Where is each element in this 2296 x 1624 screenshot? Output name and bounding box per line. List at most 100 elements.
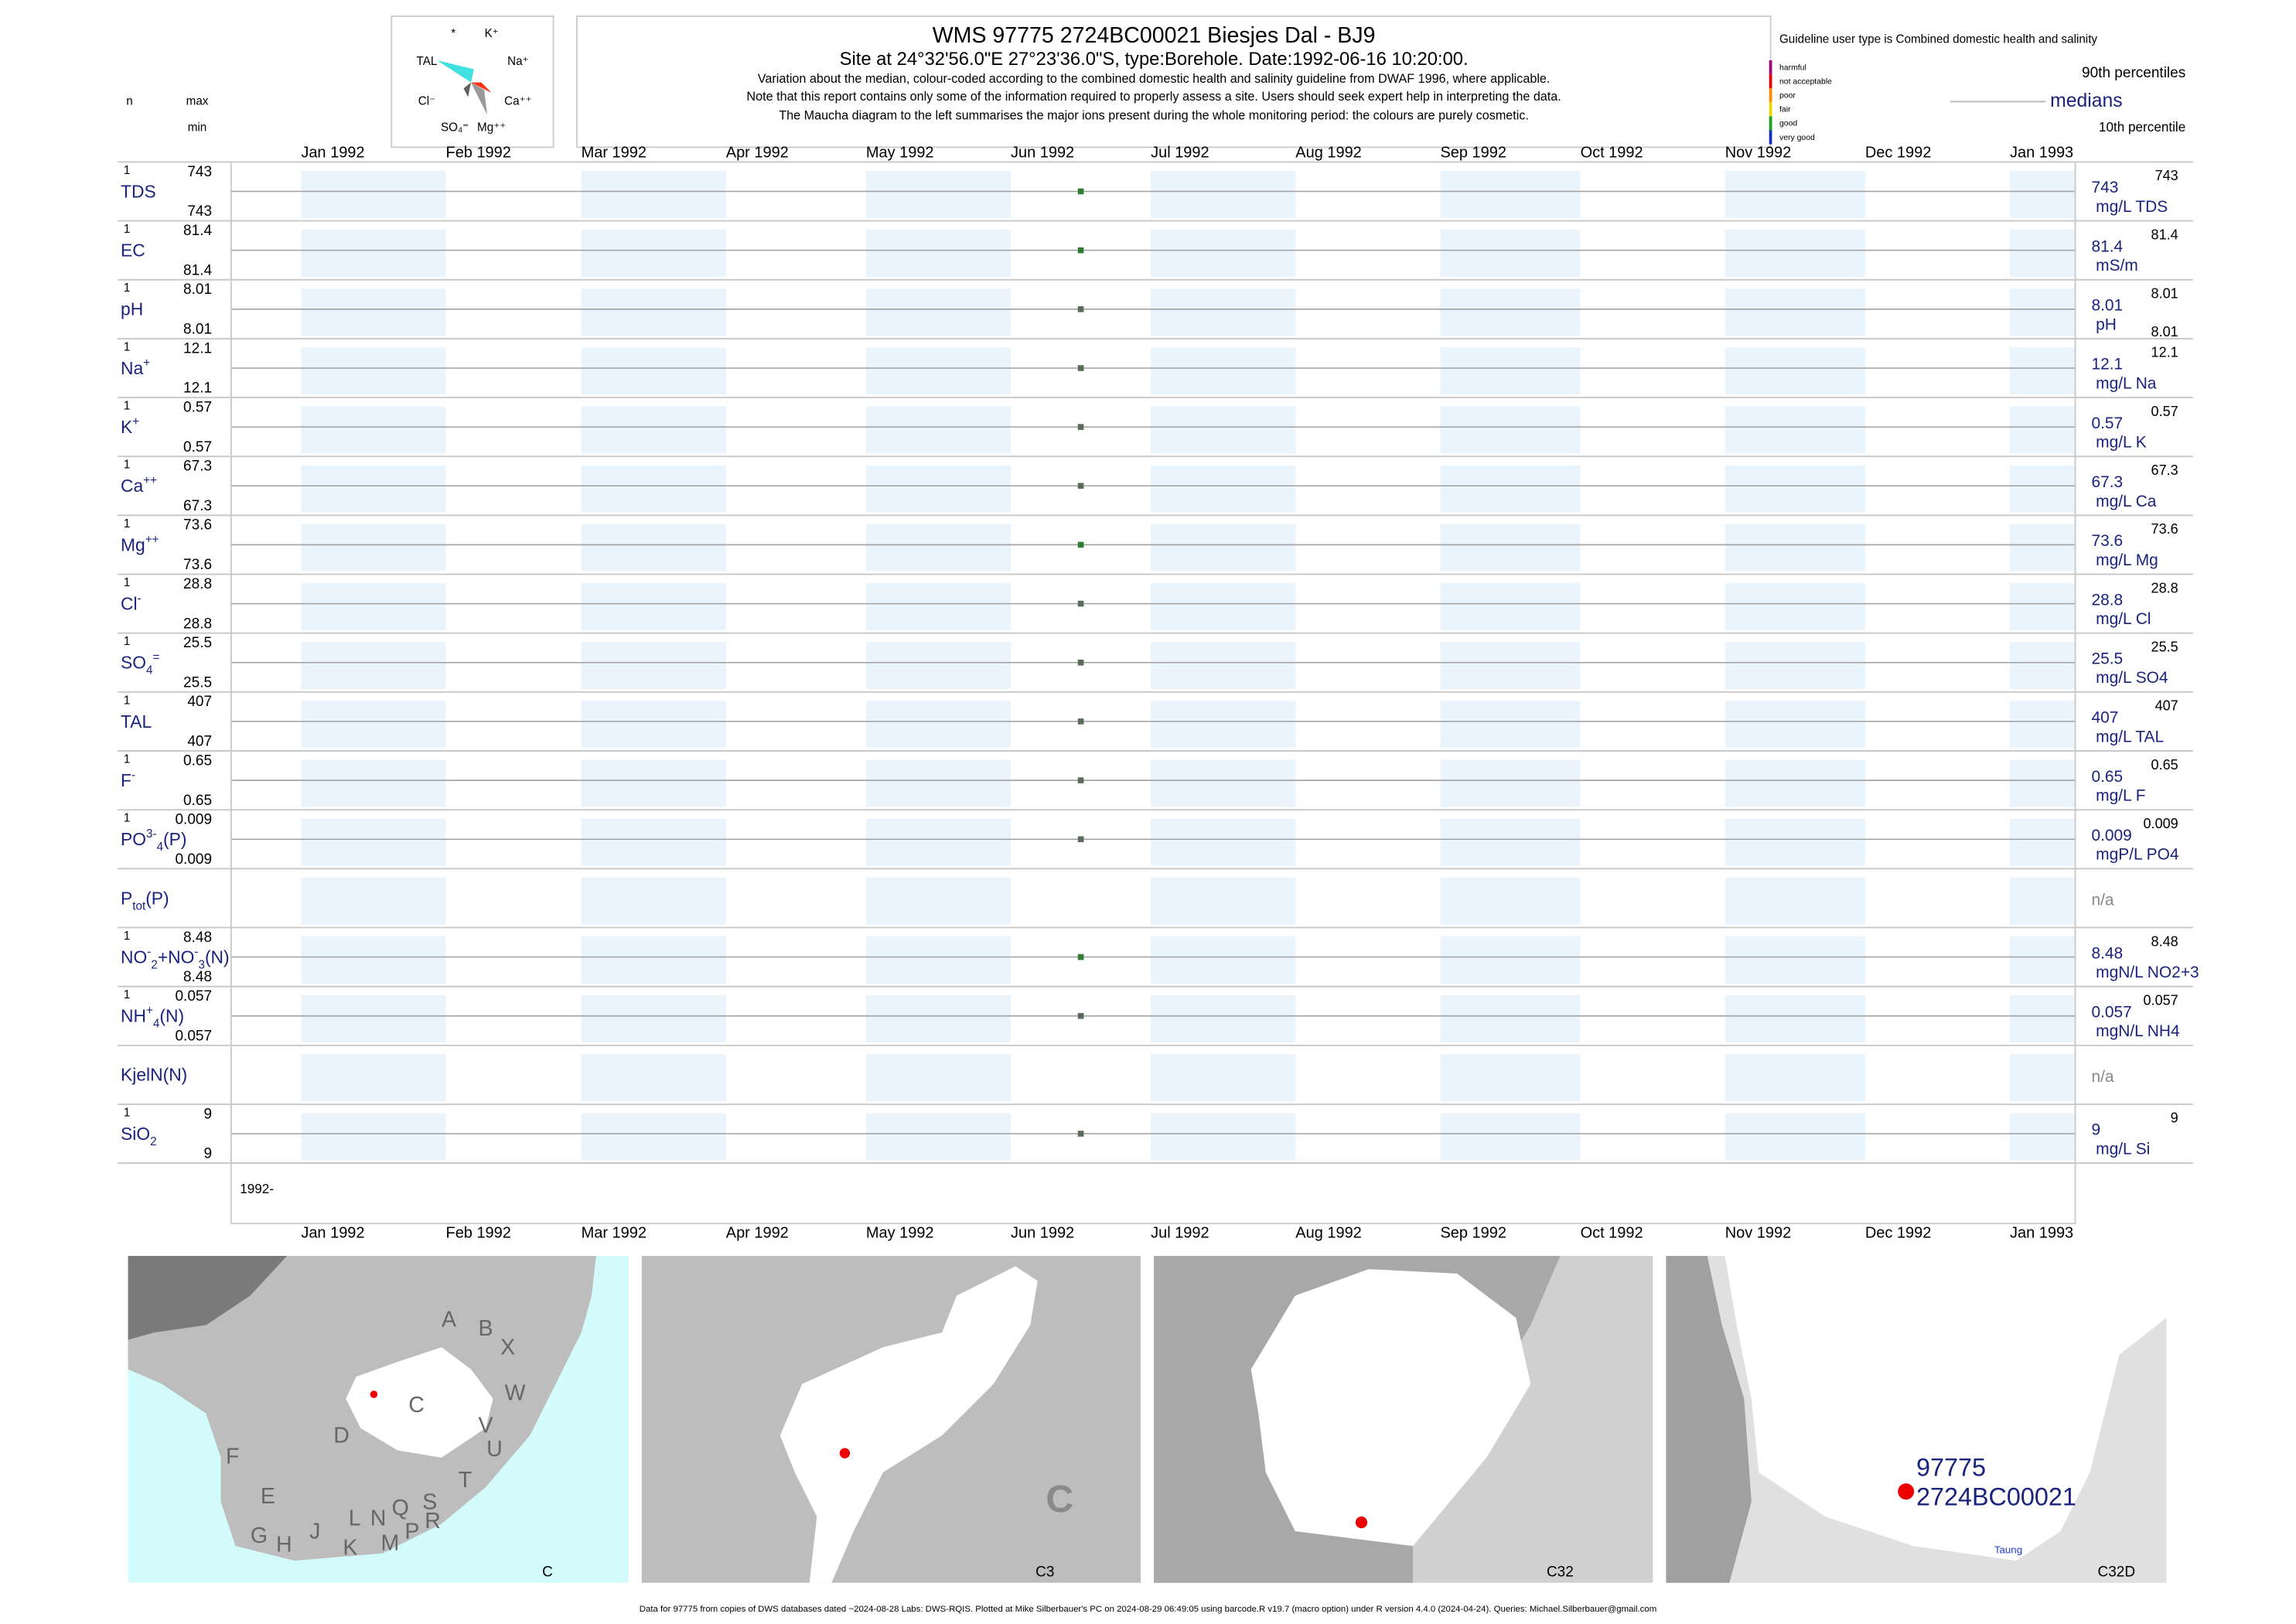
month-band bbox=[581, 642, 726, 690]
month-band bbox=[581, 347, 726, 395]
month-band bbox=[581, 1054, 726, 1102]
x-tick-label: Apr 1992 bbox=[726, 1225, 789, 1242]
unit: mgN/L NH4 bbox=[2096, 1022, 2180, 1040]
month-band bbox=[301, 230, 446, 277]
x-tick-label: May 1992 bbox=[866, 1225, 934, 1242]
site: Site at 24°32'56.0"E 27°23'36.0"S, type:… bbox=[840, 49, 1293, 70]
month-band bbox=[581, 759, 726, 807]
label-part: NO bbox=[121, 947, 147, 967]
n: 1 bbox=[124, 281, 130, 295]
label-part: + bbox=[143, 356, 150, 369]
legend-swatch bbox=[1769, 88, 1772, 103]
maucha-tal bbox=[437, 60, 474, 83]
max: 67.3 bbox=[183, 459, 212, 475]
median: 25.5 bbox=[2091, 650, 2123, 667]
maucha-label: Mg⁺⁺ bbox=[477, 121, 506, 135]
unit: mg/L TAL bbox=[2096, 728, 2164, 745]
month-band bbox=[301, 936, 446, 984]
p90: 8.48 bbox=[2151, 933, 2178, 949]
maucha-label: K⁺ bbox=[485, 27, 499, 40]
region-letter: C bbox=[408, 1393, 425, 1418]
label-part: TAL bbox=[121, 711, 152, 732]
label-part: ++ bbox=[143, 474, 157, 487]
data-point bbox=[1077, 424, 1084, 430]
label-part: 2 bbox=[151, 958, 157, 971]
month-band bbox=[1440, 936, 1581, 984]
label-part: (N) bbox=[205, 947, 230, 967]
label-part: (P) bbox=[145, 888, 169, 908]
label-part: - bbox=[147, 945, 151, 958]
month-band bbox=[1151, 1054, 1296, 1102]
min: 67.3 bbox=[183, 498, 212, 514]
month-band bbox=[1725, 406, 1865, 454]
median: 8.48 bbox=[2091, 944, 2123, 962]
x-tick-label: May 1992 bbox=[866, 144, 934, 161]
data-point bbox=[1077, 247, 1084, 254]
data-point bbox=[1077, 659, 1084, 666]
month-band bbox=[865, 877, 1012, 925]
median: 0.57 bbox=[2091, 415, 2123, 432]
month-band bbox=[301, 170, 446, 218]
month-band bbox=[301, 1054, 446, 1102]
unit: mg/L Mg bbox=[2096, 551, 2158, 569]
month-band bbox=[581, 465, 726, 513]
month-band bbox=[301, 995, 446, 1042]
month-band bbox=[865, 642, 1012, 690]
n-label: n bbox=[126, 94, 132, 107]
month-band bbox=[1725, 582, 1865, 630]
month-band bbox=[581, 288, 726, 336]
n: 1 bbox=[124, 1106, 130, 1119]
month-band bbox=[865, 230, 1012, 277]
site-dot bbox=[1898, 1483, 1915, 1500]
month-band bbox=[1725, 288, 1865, 336]
median: 743 bbox=[2091, 179, 2118, 196]
median: 0.009 bbox=[2091, 827, 2131, 844]
data-point bbox=[1077, 1131, 1084, 1137]
month-band bbox=[865, 524, 1012, 571]
unit: mg/L SO4 bbox=[2096, 669, 2168, 687]
month-band bbox=[1440, 406, 1581, 454]
p90: 0.009 bbox=[2144, 816, 2178, 831]
label-part: (P) bbox=[163, 829, 186, 849]
region-letter: N bbox=[370, 1506, 387, 1530]
row-label: KjelN(N) bbox=[121, 1065, 187, 1085]
min: 73.6 bbox=[183, 557, 212, 573]
map-3 bbox=[1154, 1256, 1653, 1583]
label-part: Ca bbox=[121, 476, 143, 496]
month-band bbox=[1725, 759, 1865, 807]
p90: 81.4 bbox=[2151, 227, 2178, 242]
region-letter: J bbox=[309, 1520, 320, 1544]
max: 81.4 bbox=[183, 223, 212, 239]
month-band bbox=[1440, 170, 1581, 218]
month-band bbox=[1440, 288, 1581, 336]
na: n/a bbox=[2091, 1068, 2113, 1086]
maucha-box bbox=[391, 15, 554, 148]
month-band bbox=[1151, 524, 1296, 571]
label-part: TDS bbox=[121, 181, 156, 201]
min: 0.009 bbox=[175, 851, 212, 868]
region-letter: X bbox=[500, 1336, 515, 1360]
data-point bbox=[1077, 541, 1084, 548]
max: 8.01 bbox=[183, 281, 212, 298]
month-band bbox=[1725, 1113, 1865, 1161]
x-tick-label: Aug 1992 bbox=[1295, 1225, 1362, 1242]
month-band bbox=[865, 582, 1012, 630]
max: 8.48 bbox=[183, 930, 212, 946]
month-band bbox=[1440, 347, 1581, 395]
maucha-so4 bbox=[463, 82, 472, 97]
month-band bbox=[1151, 465, 1296, 513]
p90: 25.5 bbox=[2151, 639, 2178, 654]
x-tick-label: Jun 1992 bbox=[1011, 144, 1074, 161]
n: 1 bbox=[124, 164, 130, 177]
p10-label: 10th percentile bbox=[2099, 119, 2185, 135]
median: 8.01 bbox=[2091, 297, 2123, 315]
x-tick-label: Feb 1992 bbox=[446, 144, 511, 161]
catchment bbox=[1725, 1256, 2167, 1561]
label-part: KjelN(N) bbox=[121, 1065, 187, 1085]
data-point bbox=[1077, 483, 1084, 490]
label-part: 3 bbox=[198, 958, 204, 971]
month-band bbox=[1725, 995, 1865, 1042]
min: 0.65 bbox=[183, 793, 212, 809]
median: 73.6 bbox=[2091, 532, 2123, 550]
